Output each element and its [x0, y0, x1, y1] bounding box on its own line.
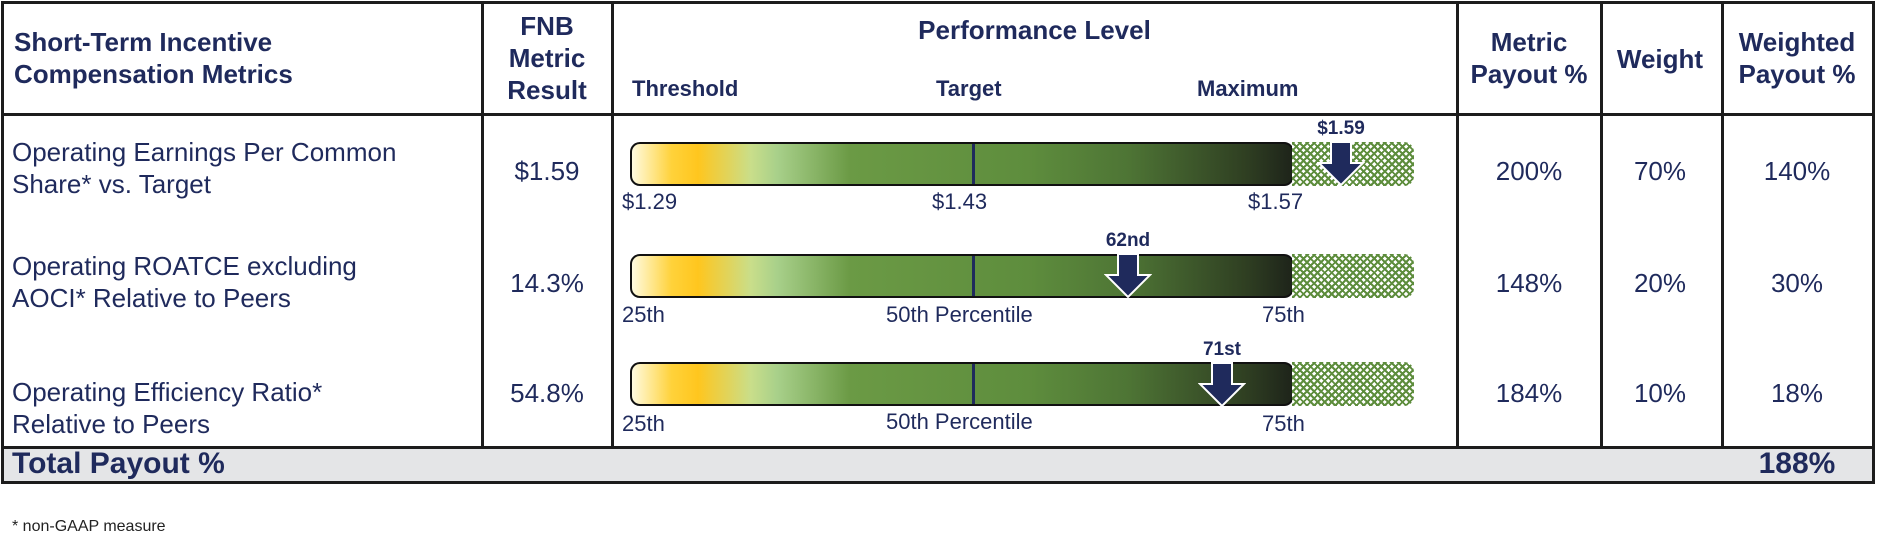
- column-divider: [481, 4, 484, 446]
- total-row-background: [4, 449, 1872, 481]
- metric-name-line: Operating ROATCE excluding: [12, 251, 357, 281]
- target-line: [972, 364, 975, 404]
- tick-threshold: 25th: [622, 302, 665, 327]
- tick-threshold: $1.29: [622, 189, 678, 214]
- weight: 20%: [1633, 268, 1687, 298]
- performance-bar: [630, 254, 1294, 298]
- footnote: * non-GAAP measure: [12, 518, 166, 535]
- result-arrow-icon: [1104, 253, 1152, 299]
- weighted-payout: 18%: [1770, 378, 1824, 408]
- performance-column-header: Performance Level: [918, 15, 1151, 45]
- column-divider: [1600, 4, 1603, 446]
- total-payout-label: Total Payout %: [12, 447, 225, 480]
- metric-name-line: Relative to Peers: [12, 409, 210, 439]
- tick-target: $1.43: [932, 189, 988, 214]
- metric-name-line: Operating Earnings Per Common: [12, 137, 397, 167]
- header-divider: [4, 113, 1872, 116]
- result-marker-label: 62nd: [1105, 230, 1151, 251]
- incentive-table: [1, 1, 1875, 484]
- performance-bar: [630, 362, 1294, 406]
- result-arrow-icon: [1317, 141, 1365, 187]
- maximum-label: Maximum: [1197, 76, 1299, 101]
- metric-payout: 200%: [1495, 156, 1563, 186]
- weight: 10%: [1633, 378, 1687, 408]
- column-divider: [1721, 4, 1724, 446]
- weight-column-header: Weight: [1616, 44, 1704, 74]
- metric-result: $1.59: [514, 156, 580, 186]
- tick-target: 50th Percentile: [886, 302, 1033, 327]
- tick-maximum: 75th: [1262, 411, 1305, 436]
- weight: 70%: [1633, 156, 1687, 186]
- metric-name: Operating ROATCE excluding AOCI* Relativ…: [12, 250, 357, 314]
- result-marker-label: 71st: [1202, 339, 1242, 360]
- total-payout-value: 188%: [1758, 447, 1836, 480]
- metric-name: Operating Efficiency Ratio* Relative to …: [12, 376, 322, 440]
- metric-result: 54.8%: [510, 378, 584, 408]
- metric-name-line: Operating Efficiency Ratio*: [12, 377, 323, 407]
- result-marker-label: $1.59: [1317, 118, 1365, 139]
- weighted-payout-column-header: Weighted Payout %: [1738, 27, 1856, 89]
- total-divider: [4, 446, 1872, 449]
- tick-threshold: 25th: [622, 411, 665, 436]
- column-divider: [1456, 4, 1459, 446]
- tick-maximum: 75th: [1262, 302, 1305, 327]
- performance-bar: [630, 142, 1294, 186]
- above-maximum-zone: [1292, 254, 1414, 298]
- metric-name-line: Share* vs. Target: [12, 169, 211, 199]
- tick-target: 50th Percentile: [886, 409, 1033, 434]
- metric-name: Operating Earnings Per Common Share* vs.…: [12, 136, 396, 200]
- result-column-header: FNB Metric Result: [507, 11, 587, 105]
- weighted-payout: 140%: [1763, 156, 1831, 186]
- metric-result: 14.3%: [510, 268, 584, 298]
- above-maximum-zone: [1292, 362, 1414, 406]
- metrics-column-header: Short-Term Incentive Compensation Metric…: [14, 27, 293, 89]
- column-divider: [611, 4, 614, 446]
- metric-payout: 148%: [1495, 268, 1563, 298]
- target-line: [972, 144, 975, 184]
- metric-name-line: AOCI* Relative to Peers: [12, 283, 291, 313]
- tick-maximum: $1.57: [1248, 189, 1304, 214]
- target-line: [972, 256, 975, 296]
- metric-payout-column-header: Metric Payout %: [1470, 27, 1588, 89]
- metric-payout: 184%: [1495, 378, 1563, 408]
- result-arrow-icon: [1198, 362, 1246, 408]
- threshold-label: Threshold: [632, 76, 739, 101]
- weighted-payout: 30%: [1770, 268, 1824, 298]
- target-label: Target: [936, 76, 1002, 101]
